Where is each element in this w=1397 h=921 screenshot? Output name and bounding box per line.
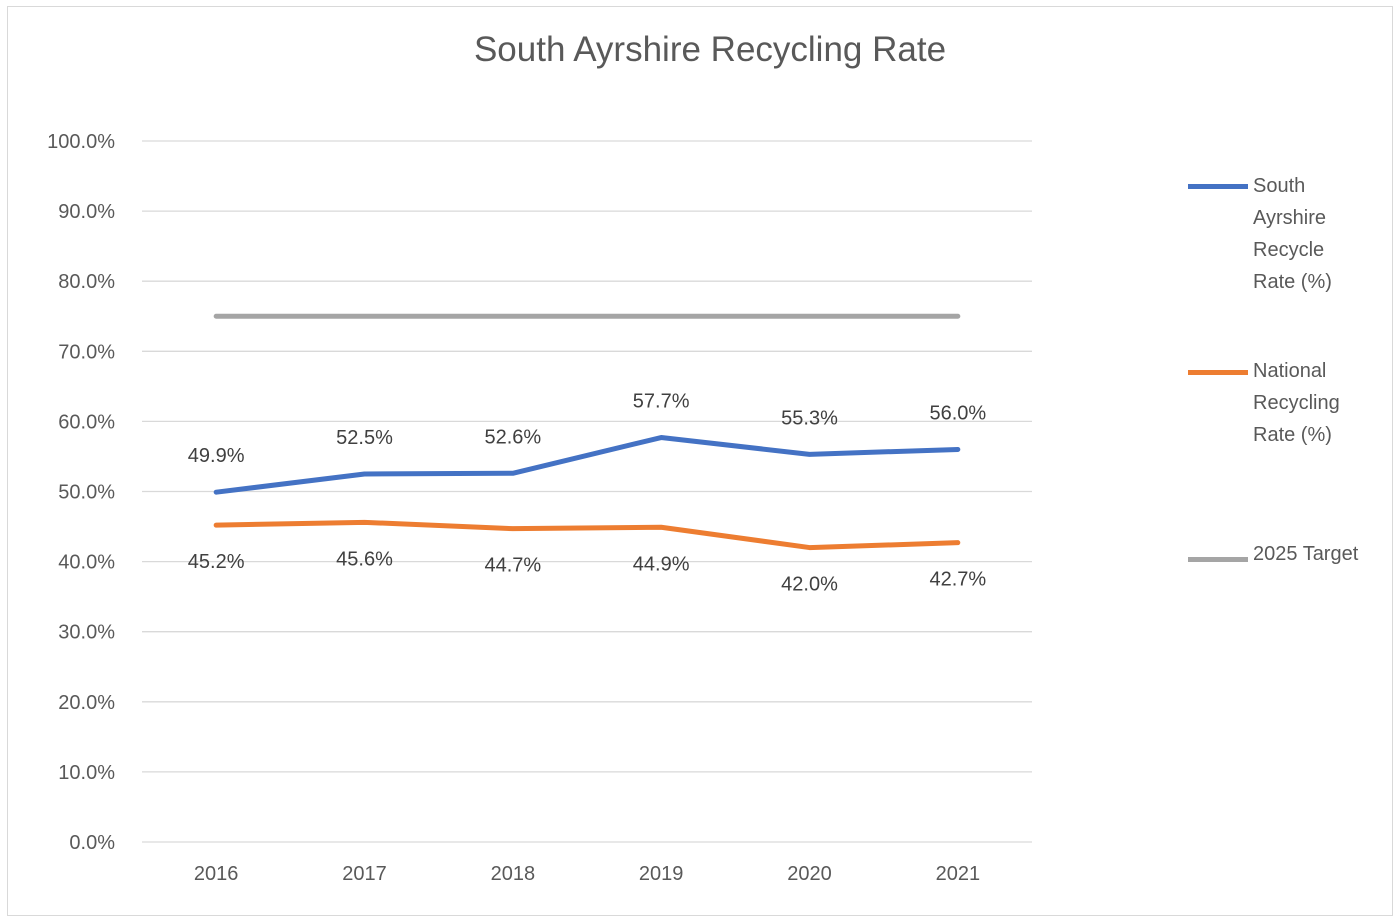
chart-title: South Ayrshire Recycling Rate: [473, 30, 947, 69]
y-tick-label: 20.0%: [58, 692, 115, 714]
data-label: 49.9%: [188, 445, 245, 467]
data-label: 52.5%: [336, 427, 393, 449]
data-label: 52.6%: [484, 426, 541, 448]
y-tick-label: 10.0%: [58, 762, 115, 784]
data-label: 45.2%: [188, 551, 245, 573]
y-tick-label: 40.0%: [58, 552, 115, 574]
data-label: 42.0%: [781, 574, 838, 596]
y-tick-label: 100.0%: [47, 131, 115, 153]
data-label: 44.9%: [633, 553, 690, 575]
data-label: 45.6%: [336, 548, 393, 570]
legend-label-national: National Recycling Rate (%): [1253, 360, 1340, 446]
data-label: 44.7%: [484, 555, 541, 577]
data-label: 42.7%: [929, 569, 986, 591]
legend-swatch-national: [1188, 370, 1248, 375]
series-line: [213, 435, 961, 495]
data-label: 56.0%: [929, 402, 986, 424]
data-label: 57.7%: [633, 391, 690, 413]
series-line: [213, 519, 961, 551]
x-tick-label: 2021: [936, 863, 981, 885]
chart-frame: [7, 6, 1393, 916]
x-tick-label: 2018: [491, 863, 536, 885]
y-tick-label: 70.0%: [58, 341, 115, 363]
y-tick-label: 50.0%: [58, 482, 115, 504]
x-tick-label: 2019: [639, 863, 684, 885]
y-tick-label: 90.0%: [58, 201, 115, 223]
y-tick-label: 0.0%: [69, 832, 115, 854]
y-tick-label: 60.0%: [58, 411, 115, 433]
legend-label-target: 2025 Target: [1253, 543, 1359, 565]
data-label: 55.3%: [781, 407, 838, 429]
legend-swatch-south-ayrshire: [1188, 184, 1248, 189]
legend-label-south-ayrshire: South Ayrshire Recycle Rate (%): [1253, 175, 1332, 293]
x-tick-label: 2016: [194, 863, 239, 885]
legend-swatch-target: [1188, 557, 1248, 562]
x-tick-label: 2017: [342, 863, 387, 885]
y-tick-label: 30.0%: [58, 622, 115, 644]
y-tick-label: 80.0%: [58, 271, 115, 293]
x-tick-label: 2020: [787, 863, 832, 885]
